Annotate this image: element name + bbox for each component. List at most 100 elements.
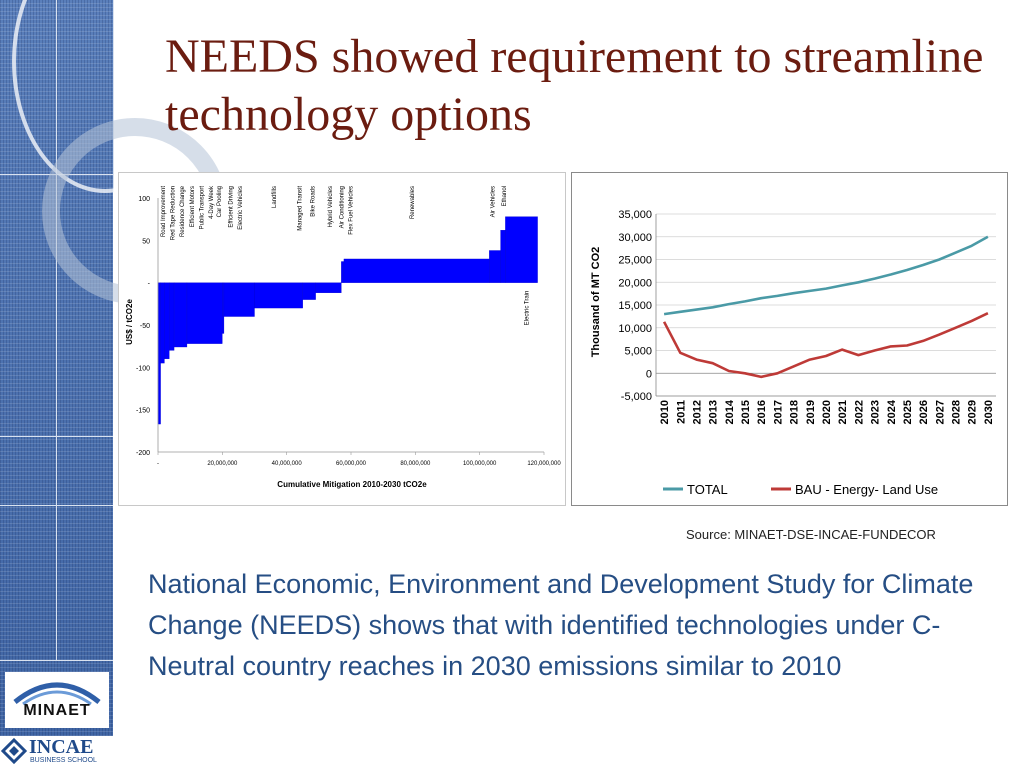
c2-x-tick-label: 2021	[837, 400, 849, 424]
c2-x-tick-label: 2018	[789, 400, 801, 424]
c2-x-tick-label: 2011	[675, 400, 687, 424]
c1-annotation: Air Vehicles	[491, 186, 497, 217]
c1-annotation: Bike Roads	[310, 186, 316, 217]
incae-logo-subtext: BUSINESS SCHOOL	[30, 757, 97, 764]
c1-y-tick-label: -50	[140, 323, 150, 330]
c2-y-tick-label: 30,000	[618, 232, 652, 244]
incae-emblem-icon	[1, 738, 27, 765]
bau-series-line	[662, 312, 989, 379]
c1-y-tick-label: -200	[136, 450, 150, 457]
c1-x-tick-label: 100,000,000	[463, 461, 497, 467]
c2-y-tick-label: 15,000	[618, 300, 652, 312]
c1-annotation: Road Improvement	[161, 186, 167, 237]
c1-y-tick-label: -100	[136, 365, 150, 372]
minaet-logo: MINAET	[5, 672, 109, 728]
c1-bar	[505, 216, 538, 283]
c1-x-tick-label: 80,000,000	[400, 461, 431, 467]
body-text: National Economic, Environment and Devel…	[148, 569, 974, 681]
incae-logo: INCAE BUSINESS SCHOOL	[0, 736, 113, 768]
c2-y-tick-label: 10,000	[618, 323, 652, 335]
c2-x-tick-label: 2015	[740, 400, 752, 424]
c1-x-tick-label: 40,000,000	[272, 461, 303, 467]
c1-annotation: Public Transport	[199, 186, 205, 230]
slide-title: NEEDS showed requirement to streamline t…	[165, 30, 984, 141]
c1-annotation: Electric Vehicles	[238, 186, 244, 230]
c2-y-tick-label: 35,000	[618, 209, 652, 221]
c1-y-tick-label: 100	[138, 196, 150, 203]
c1-bar	[254, 282, 303, 309]
c1-y-tick-label: -150	[136, 408, 150, 415]
c1-bar	[500, 230, 506, 283]
c1-y-tick-label: 50	[142, 238, 150, 245]
c2-x-tick-label: 2027	[934, 400, 946, 424]
c2-x-tick-label: 2014	[724, 399, 736, 424]
c2-x-tick-label: 2012	[691, 400, 703, 424]
c1-annotation: Electric Train	[524, 291, 530, 326]
c2-x-tick-label: 2022	[853, 400, 865, 424]
c1-bar	[164, 282, 170, 360]
c1-x-tick-label: -	[157, 461, 159, 467]
minaet-arc-icon	[13, 682, 101, 706]
c1-y-tick-label: -	[148, 281, 151, 288]
legend-label: TOTAL	[687, 482, 728, 497]
c1-bar	[173, 282, 188, 348]
c1-annotation: Flex Fuel Vehicles	[348, 186, 354, 235]
c2-x-tick-label: 2028	[951, 400, 963, 424]
c1-annotation: Ethanol	[502, 186, 508, 206]
c2-x-tick-label: 2023	[870, 400, 882, 424]
c1-bar	[343, 258, 490, 283]
c1-bar	[186, 282, 223, 344]
c1-bar	[341, 261, 345, 283]
c2-x-tick-label: 2025	[902, 400, 914, 424]
c1-bar	[223, 282, 255, 317]
c1-annotation: Red Tape Reduction	[170, 186, 176, 240]
c2-x-tick-label: 2016	[756, 400, 768, 424]
c1-bar	[222, 282, 225, 334]
c2-x-tick-label: 2030	[983, 400, 995, 424]
c2-y-tick-label: 20,000	[618, 277, 652, 289]
c1-x-tick-label: 60,000,000	[336, 461, 367, 467]
c2-y-tick-label: 0	[646, 368, 652, 380]
emissions-line-chart: 35,000 30,000 25,000 20,000 15,000 10,000 5,00…	[571, 172, 1008, 506]
c2-x-tick-label: 2013	[708, 400, 720, 424]
c1-annotation: Efficient Driving	[228, 186, 234, 228]
c1-bar	[489, 250, 501, 283]
c2-x-tick-label: 2019	[805, 400, 817, 424]
c1-annotation: Managed Transit	[298, 186, 304, 231]
c1-annotation: Landfills	[272, 186, 278, 208]
c1-x-tick-label: 120,000,000	[527, 461, 561, 467]
c2-x-tick-label: 2029	[967, 400, 979, 424]
c1-x-axis-label: Cumulative Mitigation 2010-2030 tCO2e	[277, 480, 427, 489]
c1-annotation: Car Pooling	[217, 186, 223, 217]
c1-bar	[169, 282, 175, 351]
c1-annotation: Efficient Motors	[190, 186, 196, 227]
c2-y-tick-label: 5,000	[624, 346, 652, 358]
c1-bar	[315, 282, 342, 293]
c1-annotation: Air Conditioning	[339, 186, 345, 228]
c2-x-tick-label: 2017	[772, 400, 784, 424]
c1-annotation: 4-Day Week	[209, 185, 215, 219]
minaet-logo-text: MINAET	[23, 702, 91, 719]
c2-y-tick-label: -5,000	[621, 391, 652, 403]
source-note: Source: MINAET-DSE-INCAE-FUNDECOR	[686, 527, 936, 542]
band-divider	[56, 0, 57, 660]
c2-x-tick-label: 2024	[886, 399, 898, 424]
c1-x-tick-label: 20,000,000	[207, 461, 238, 467]
c1-bar	[302, 282, 316, 300]
legend-label: BAU - Energy- Land Use	[795, 482, 938, 497]
c1-annotation: Residence Change	[180, 185, 186, 237]
band-divider	[0, 660, 113, 661]
c1-y-axis-label: US$ / tCO2e	[125, 299, 134, 345]
c2-x-tick-label: 2010	[659, 400, 671, 424]
c2-x-tick-label: 2026	[918, 400, 930, 424]
c1-annotation: Renewables	[410, 186, 416, 219]
c2-y-axis-label: Thousand of MT CO2	[590, 247, 602, 358]
total-series-line	[663, 235, 989, 316]
band-divider	[0, 505, 113, 506]
c2-x-tick-label: 2020	[821, 400, 833, 424]
c1-bar	[160, 282, 165, 364]
abatement-cost-chart: 100 50 - -50 -100 -150 -200 - 20,000,000 40,000,0…	[118, 172, 566, 506]
incae-logo-text: INCAE	[29, 736, 94, 758]
c1-annotation: Hybrid Vehicles	[328, 186, 334, 227]
c2-y-tick-label: 25,000	[618, 255, 652, 267]
